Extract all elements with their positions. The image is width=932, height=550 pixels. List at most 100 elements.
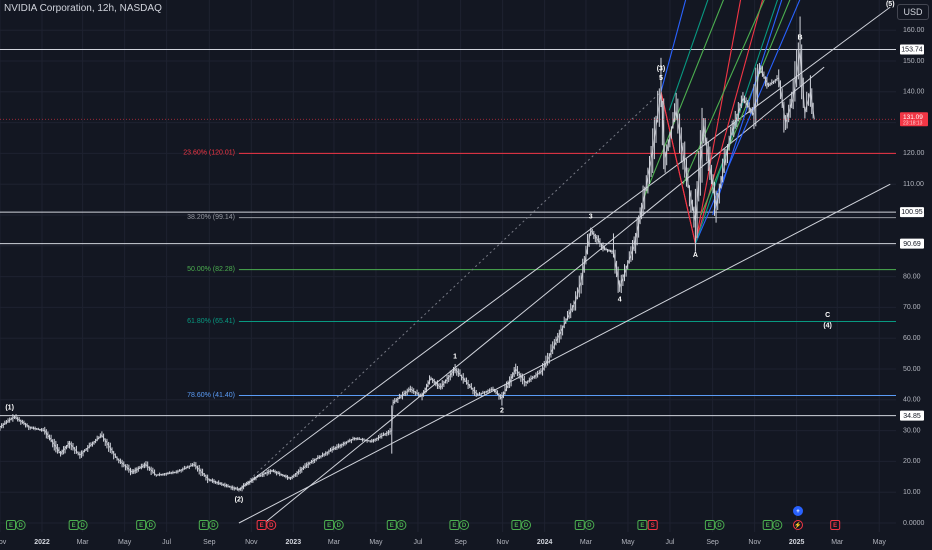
fan-line[interactable]	[694, 0, 782, 244]
y-axis-tick-label: 40.00	[903, 397, 921, 404]
event-marker-icon: E	[9, 523, 13, 529]
fan-line[interactable]	[682, 0, 778, 185]
event-marker-earnings[interactable]	[762, 520, 773, 530]
event-marker-icon: +	[796, 509, 800, 515]
event-marker-earnings[interactable]	[449, 520, 460, 530]
x-axis-tick-label: Sep	[454, 539, 467, 546]
fan-line[interactable]	[643, 0, 736, 197]
y-axis-tick-label: 140.00	[903, 89, 925, 96]
event-marker-earnings[interactable]	[198, 520, 209, 530]
event-marker-dividend-red[interactable]	[266, 520, 277, 530]
y-axis-tick-label: 150.00	[903, 58, 925, 65]
event-marker-earnings[interactable]	[6, 520, 17, 530]
symbol-title: NVIDIA Corporation, 12h, NASDAQ	[4, 3, 164, 14]
event-marker-dividend[interactable]	[714, 520, 725, 530]
event-marker-dividend[interactable]	[333, 520, 344, 530]
fan-line[interactable]	[694, 0, 746, 244]
event-marker-dividend[interactable]	[77, 520, 88, 530]
event-marker-plus[interactable]	[793, 506, 803, 516]
fan-line[interactable]	[660, 91, 696, 244]
y-axis-tick-label: 70.00	[903, 304, 921, 311]
event-marker-earnings[interactable]	[136, 520, 147, 530]
event-marker-icon: D	[399, 523, 404, 529]
fib-level-label: 50.00% (82.28)	[187, 266, 235, 273]
fan-line[interactable]	[660, 0, 694, 92]
event-markers[interactable]: E D E D E D E D E D E D E D E D E D E D E S E D E D+⚡ E	[6, 506, 841, 530]
event-marker-earnings[interactable]	[324, 520, 335, 530]
event-marker-dividend[interactable]	[459, 520, 470, 530]
event-marker-dividend[interactable]	[584, 520, 595, 530]
level-price-badge[interactable]	[900, 44, 924, 55]
event-marker-icon: E	[390, 523, 394, 529]
x-axis-tick-label: Mar	[328, 539, 341, 546]
level-price-badge[interactable]	[900, 410, 924, 421]
event-marker-icon: E	[514, 523, 518, 529]
x-axis-tick-label: Sep	[203, 539, 216, 546]
event-marker-lightning[interactable]	[793, 520, 803, 530]
current-price-badge[interactable]	[900, 112, 928, 127]
x-axis-tick-label: Jul	[162, 539, 171, 546]
x-axis-tick-label: Sep	[706, 539, 719, 546]
level-price-badge[interactable]	[900, 207, 924, 218]
x-axis-tick-label: Jul	[413, 539, 422, 546]
dashed-trend-line[interactable]	[238, 91, 662, 491]
event-marker-icon: D	[80, 523, 85, 529]
event-marker-earnings[interactable]	[386, 520, 397, 530]
trend-line[interactable]	[238, 183, 891, 524]
y-axis-tick-label: 10.00	[903, 489, 921, 496]
event-marker-icon: D	[269, 523, 274, 529]
event-marker-dividend[interactable]	[208, 520, 219, 530]
event-marker-dividend[interactable]	[396, 520, 407, 530]
fib-level-label: 78.60% (41.40)	[187, 392, 235, 399]
event-marker-earnings[interactable]	[637, 520, 648, 530]
x-axis-tick-label: May	[369, 539, 383, 546]
event-marker-icon: D	[717, 523, 722, 529]
event-marker-earnings[interactable]	[574, 520, 585, 530]
event-marker-split[interactable]	[647, 520, 658, 530]
event-marker-dividend[interactable]	[521, 520, 532, 530]
event-marker-dividend[interactable]	[145, 520, 156, 530]
wave-label: B	[798, 35, 803, 42]
x-axis-tick-label: May	[621, 539, 635, 546]
fib-level-label: 23.60% (120.01)	[183, 150, 235, 157]
symbol-title-text: NVIDIA Corporation, 12h, NASDAQ	[4, 3, 162, 14]
fibonacci-retracement[interactable]: 23.60% (120.01) 38.20% (99.14) 50.00% (82.…	[183, 150, 896, 399]
trend-line[interactable]	[238, 6, 891, 491]
wave-label: (4)	[823, 323, 832, 330]
event-marker-icon: D	[211, 523, 216, 529]
fib-level-label: 38.20% (99.14)	[187, 214, 235, 221]
fan-line[interactable]	[668, 0, 719, 111]
event-marker-icon: E	[72, 523, 76, 529]
y-axis-tick-label: 120.00	[903, 150, 925, 157]
x-axis-tick-label: Nov	[245, 539, 258, 546]
x-axis-tick-label: Nov	[748, 539, 761, 546]
event-marker-earnings-red[interactable]	[256, 520, 267, 530]
x-axis-tick-label: Mar	[831, 539, 844, 546]
x-axis-tick-label: 2025	[789, 539, 805, 546]
wave-label: 4	[618, 297, 622, 304]
event-marker-icon: D	[587, 523, 592, 529]
y-axis-tick-label: 0.0000	[903, 520, 925, 527]
x-axis-tick-label: 2023	[286, 539, 302, 546]
y-axis-tick-label: 160.00	[903, 27, 925, 34]
level-price-badge[interactable]	[900, 238, 924, 249]
event-marker-icon: D	[18, 523, 23, 529]
level-price-badge-text: 34.85	[903, 413, 921, 420]
event-marker-icon: D	[337, 523, 342, 529]
x-axis-tick-label: Jul	[665, 539, 674, 546]
axes[interactable]: 160.00 150.00 140.00 1 30.00 120.00 110.00 100.…	[0, 27, 928, 546]
event-marker-earnings-future[interactable]	[830, 520, 841, 530]
event-marker-earnings[interactable]	[511, 520, 522, 530]
y-axis-tick-label: 110.00	[903, 181, 924, 188]
event-marker-dividend[interactable]	[772, 520, 783, 530]
currency-button[interactable]: USD	[897, 4, 929, 20]
x-axis-tick-label: May	[118, 539, 132, 546]
event-marker-dividend[interactable]	[15, 520, 26, 530]
event-marker-earnings[interactable]	[704, 520, 715, 530]
event-marker-icon: E	[452, 523, 456, 529]
horizontal-levels[interactable]	[0, 48, 896, 417]
current-price-label: 131.09	[903, 114, 923, 121]
wave-label: 2	[500, 407, 504, 414]
